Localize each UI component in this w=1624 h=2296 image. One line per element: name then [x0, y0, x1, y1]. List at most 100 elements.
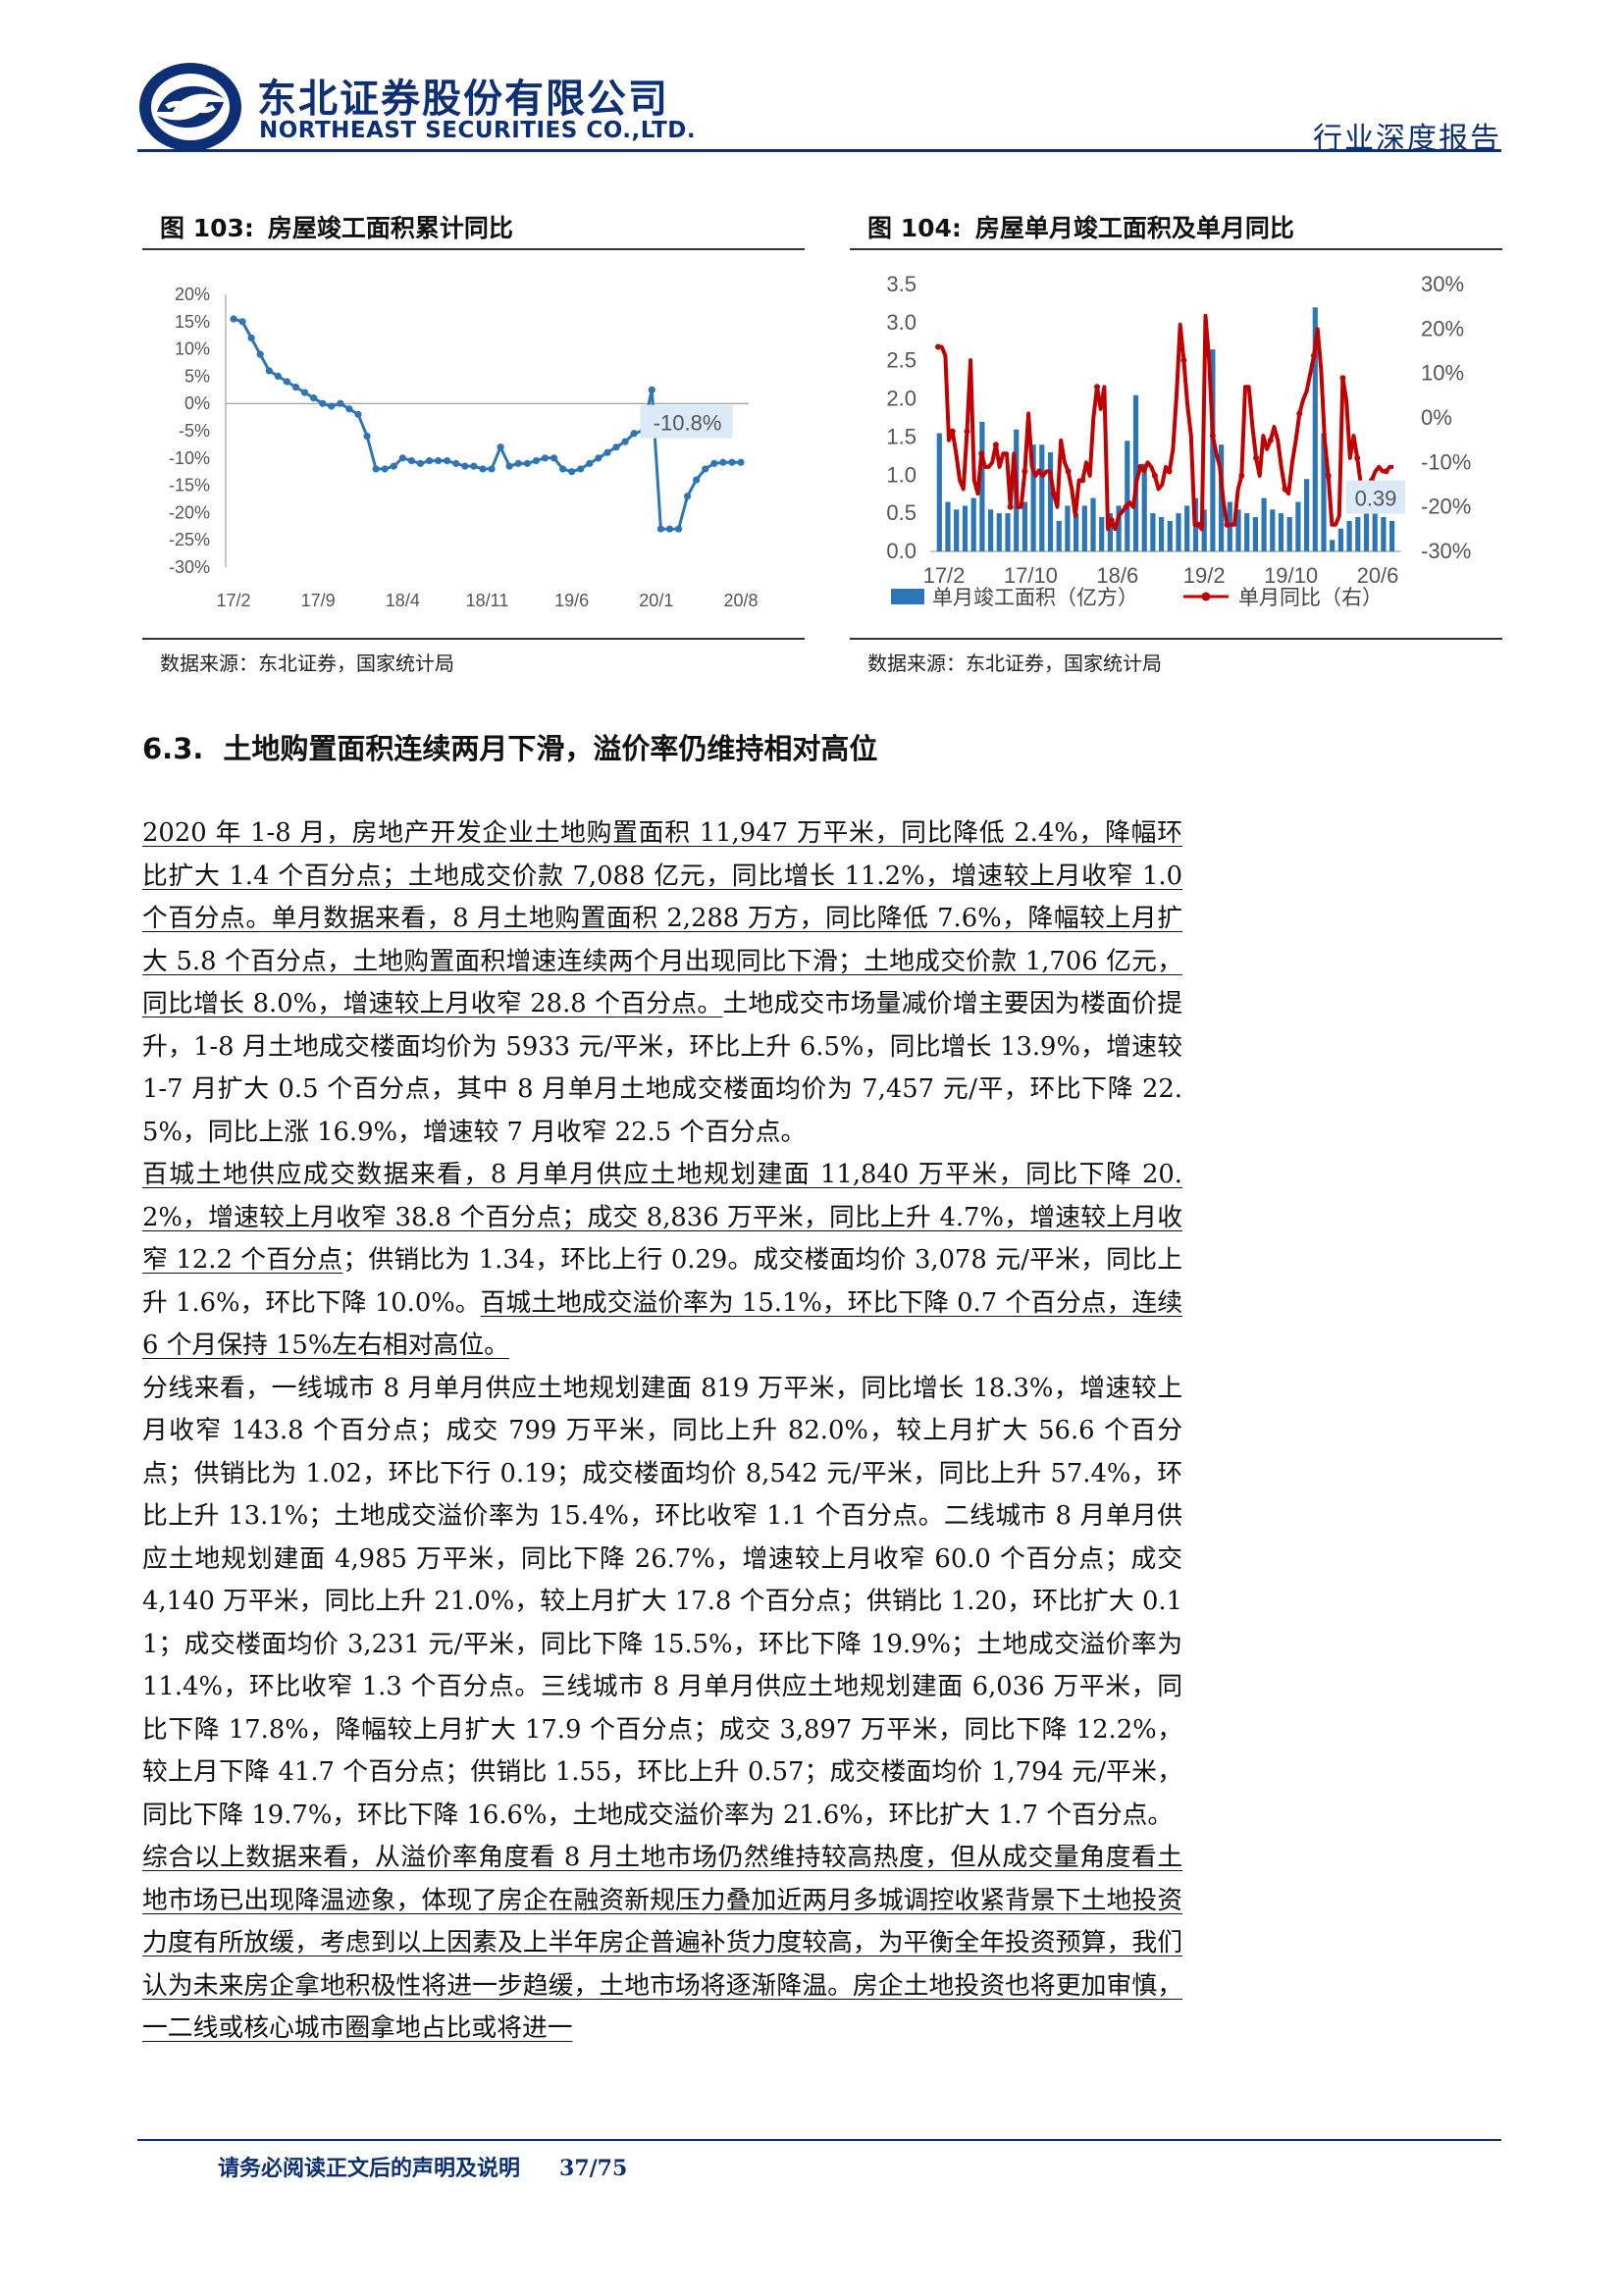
data-point	[300, 389, 309, 396]
body-text: 2020 年 1-8 月，房地产开发企业土地购置面积 11,947 万平米，同比…	[142, 812, 1182, 2051]
data-point	[693, 476, 701, 484]
data-point	[1209, 433, 1216, 440]
data-point	[461, 462, 469, 470]
data-point	[683, 493, 692, 500]
data-point	[665, 525, 674, 533]
data-point	[992, 442, 999, 448]
bar	[1056, 520, 1062, 551]
y-left-tick-label: 0.0	[886, 539, 917, 563]
bar	[1047, 452, 1054, 551]
x-tick-label: 17/2	[216, 591, 250, 610]
bar	[1252, 517, 1258, 551]
x-tick-label: 19/6	[554, 591, 589, 610]
y-left-tick-label: 1.0	[886, 462, 917, 487]
y-tick-label: 5%	[184, 366, 210, 386]
legend-label: 单月同比（右）	[1238, 586, 1383, 609]
data-point	[310, 394, 318, 402]
data-point	[1296, 410, 1303, 417]
legend-swatch-marker	[1201, 592, 1211, 601]
bar	[1184, 505, 1190, 551]
company-name-cn: 东北证券股份有限公司	[257, 77, 669, 122]
figure-number: 图 103:	[160, 214, 254, 242]
figure-title: 图 104: 房屋单月竣工面积及单月同比	[867, 209, 1294, 244]
header-divider	[137, 149, 1501, 152]
data-point	[381, 465, 389, 473]
data-point	[1180, 357, 1187, 364]
y-tick-label: 20%	[175, 285, 210, 304]
paragraph: 2020 年 1-8 月，房地产开发企业土地购置面积 11,947 万平米，同比…	[142, 812, 1182, 1154]
y-right-tick-label: 0%	[1421, 405, 1452, 430]
x-tick-label: 20/1	[639, 591, 673, 610]
x-tick-label: 20/8	[723, 591, 758, 610]
data-point	[452, 459, 460, 467]
bar	[1090, 497, 1096, 551]
data-point	[425, 456, 434, 465]
data-point	[274, 372, 282, 380]
data-point	[1065, 468, 1072, 475]
bar	[1116, 505, 1122, 551]
data-point	[1050, 491, 1057, 497]
data-point	[328, 402, 336, 410]
data-point	[345, 405, 353, 413]
x-tick-label: 17/9	[301, 591, 336, 610]
figure-top-rule	[850, 248, 1502, 250]
bar	[979, 421, 985, 551]
bar	[1304, 479, 1310, 551]
annotation-box	[640, 404, 733, 439]
data-point	[337, 399, 344, 407]
data-point	[935, 343, 941, 350]
data-point	[514, 459, 522, 467]
y-left-tick-label: 3.5	[886, 272, 917, 296]
y-tick-label: 15%	[175, 312, 210, 332]
data-point	[1094, 384, 1101, 391]
y-right-tick-label: -10%	[1421, 449, 1471, 474]
bar	[1372, 505, 1378, 551]
figure-top-rule	[142, 248, 805, 250]
data-point	[398, 454, 406, 462]
bar	[1099, 517, 1105, 551]
x-tick-label: 19/10	[1264, 563, 1318, 588]
data-point	[1339, 375, 1346, 382]
data-point	[568, 468, 576, 476]
x-tick-label: 18/11	[466, 591, 509, 610]
data-point	[1151, 472, 1158, 479]
data-point	[435, 456, 443, 465]
annotation-label: 0.39	[1355, 487, 1397, 511]
y-left-tick-label: 2.0	[886, 387, 917, 411]
figure-title: 图 103: 房屋竣工面积累计同比	[160, 209, 513, 244]
figure-104: 图 104: 房屋单月竣工面积及单月同比 3.5 3.0 2.5 2.0 1.5 1.0 0.…	[850, 201, 1502, 682]
data-point	[265, 367, 273, 375]
data-point	[558, 465, 567, 473]
annotation-box	[1346, 480, 1405, 514]
data-point	[612, 444, 620, 451]
data-point	[586, 459, 594, 467]
footer-disclaimer: 请务必阅读正文后的声明及说明	[218, 2156, 521, 2181]
bar	[1295, 501, 1301, 551]
paragraph-text: 分线来看，一线城市 8 月单月供应土地规划建面 819 万平米，同比增长 18.…	[142, 1373, 1182, 1830]
bar	[1141, 463, 1147, 551]
data-point	[1267, 437, 1274, 444]
x-tick-label: 18/6	[1096, 563, 1138, 588]
data-point	[407, 456, 416, 465]
data-point	[444, 456, 451, 465]
y-left-tick-label: 1.5	[886, 424, 917, 448]
data-point	[737, 458, 745, 466]
data-point	[354, 410, 362, 418]
data-point	[1195, 521, 1202, 528]
data-point	[1325, 472, 1332, 479]
y-tick-label: -20%	[169, 502, 210, 522]
section-heading: 6.3. 土地购置面积连续两月下滑，溢价率仍维持相对高位	[142, 726, 877, 767]
bar	[1261, 497, 1267, 551]
bar	[954, 509, 960, 551]
bar	[1346, 520, 1352, 551]
data-point	[656, 525, 664, 533]
monthly-completion-chart: 3.5 3.0 2.5 2.0 1.5 1.0 0.5 0.0 30% 20% 10% 0% -10% -…	[886, 272, 1471, 609]
x-tick-label: 17/2	[923, 563, 966, 588]
bar	[1321, 433, 1327, 551]
annotation-label: -10.8%	[654, 411, 722, 436]
data-point	[319, 399, 327, 407]
y-left-tick-label: 2.5	[886, 348, 917, 373]
y-right-tick-label: -30%	[1421, 539, 1471, 563]
underlined-text: 百城土地成交溢价率为 15.1%，环比下降 0.7 个百分点，连续 6 个月保持…	[142, 1287, 1183, 1361]
series-line	[938, 313, 1393, 532]
